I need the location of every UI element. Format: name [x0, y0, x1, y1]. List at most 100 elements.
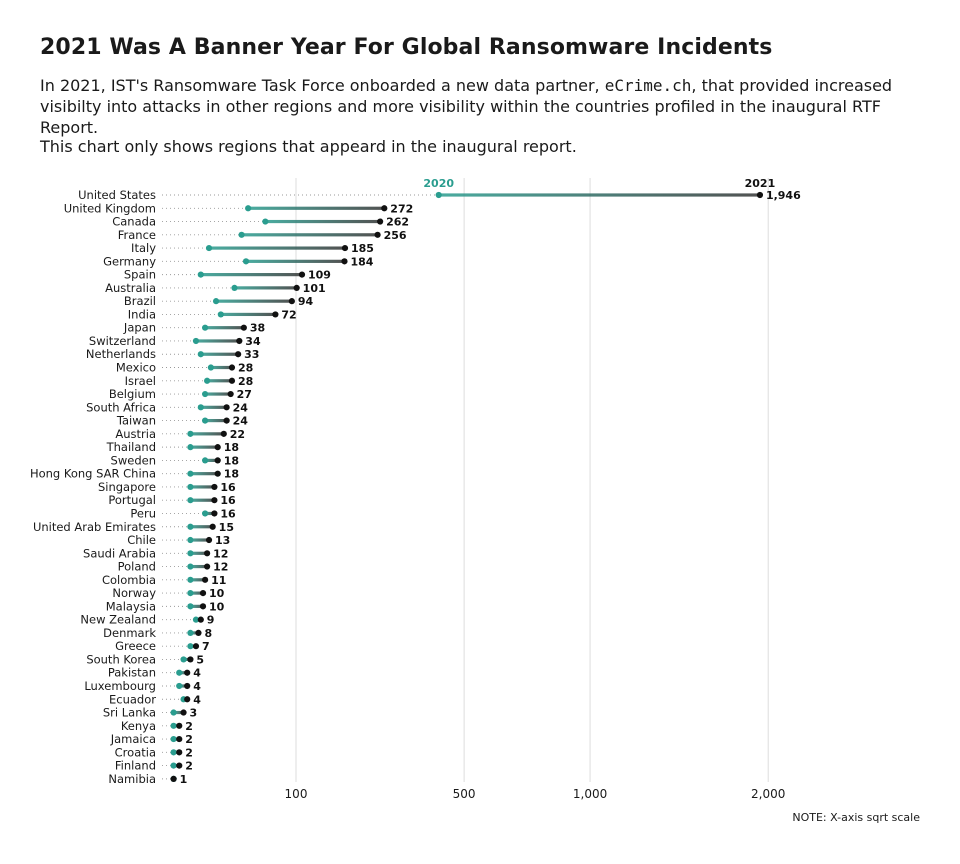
point-2020: [176, 682, 183, 690]
series-label-2020: 2020: [423, 177, 454, 190]
table-row: Belgium 27: [109, 387, 252, 401]
point-2021: [228, 377, 236, 384]
x-axis-ticks: 100 500 1,000 2,000: [285, 787, 786, 801]
point-2021: [377, 218, 384, 225]
change-segment: [265, 219, 381, 224]
data-label: 2: [185, 720, 193, 733]
point-2020: [205, 244, 213, 252]
table-row: Poland 12: [118, 560, 229, 574]
point-2021: [204, 563, 211, 570]
point-2020: [170, 762, 177, 769]
region-label: India: [128, 307, 156, 321]
table-row: Sri Lanka 3: [103, 706, 197, 720]
table-row: Jamaica 2: [110, 732, 193, 746]
change-segment: [205, 458, 218, 462]
region-label: Taiwan: [116, 414, 156, 428]
point-2020: [176, 669, 183, 676]
region-label: Norway: [112, 586, 156, 600]
change-segment: [205, 326, 244, 330]
change-segment: [207, 379, 232, 383]
region-label: Croatia: [115, 745, 156, 759]
data-label: 1: [180, 773, 188, 786]
point-2021: [184, 669, 191, 676]
point-2020: [192, 616, 200, 623]
point-2021: [381, 205, 388, 212]
change-segment: [190, 445, 218, 449]
data-label: 10: [209, 600, 225, 613]
point-2020: [170, 735, 177, 743]
data-label: 2: [185, 746, 193, 759]
table-row: Canada 262: [112, 215, 409, 229]
table-row: Malaysia 10: [106, 599, 225, 613]
region-label: Luxembourg: [84, 679, 156, 693]
point-2021: [211, 483, 218, 491]
change-segment: [210, 365, 232, 370]
change-segment: [190, 538, 210, 542]
point-2020: [197, 271, 204, 278]
point-2020: [187, 590, 194, 597]
data-label: 33: [244, 348, 259, 361]
point-2021: [192, 643, 200, 650]
data-label: 28: [238, 362, 253, 375]
region-label: Kenya: [121, 719, 156, 733]
point-2021: [341, 258, 348, 265]
subtitle-text-before: In 2021, IST's Ransomware Task Force onb…: [40, 76, 605, 95]
point-2021: [240, 324, 247, 331]
data-label: 8: [204, 627, 212, 640]
region-label: Pakistan: [108, 666, 156, 680]
table-row: Saudi Arabia 12: [83, 546, 228, 560]
change-segment: [205, 418, 227, 423]
data-label: 24: [233, 415, 249, 428]
point-2020: [187, 470, 194, 477]
data-label: 256: [384, 229, 407, 242]
point-2021: [170, 775, 177, 782]
change-segment: [220, 312, 276, 317]
point-2021: [756, 191, 764, 199]
point-2021: [176, 749, 183, 756]
subtitle-text-after: , that provided increased visibilty into…: [40, 76, 893, 137]
point-2021: [211, 497, 218, 504]
change-segment: [190, 432, 224, 436]
point-2020: [187, 603, 194, 610]
table-row: Portugal 16: [108, 493, 236, 507]
point-2021: [227, 390, 234, 398]
point-2021: [288, 298, 295, 305]
point-2020: [187, 444, 194, 451]
point-2020: [180, 656, 187, 663]
change-segment: [190, 631, 199, 635]
region-label: Singapore: [98, 480, 156, 494]
table-row: Australia 101: [105, 281, 326, 295]
region-label: Italy: [131, 241, 156, 255]
region-label: Mexico: [116, 361, 156, 375]
region-label: Canada: [112, 215, 156, 229]
data-label: 72: [281, 308, 296, 321]
point-2020: [202, 324, 209, 331]
change-segment: [190, 604, 204, 608]
point-2020: [187, 550, 194, 557]
point-2021: [236, 337, 243, 345]
region-label: Switzerland: [89, 334, 156, 348]
data-label: 10: [209, 587, 225, 600]
point-2020: [262, 218, 269, 225]
table-row: Austria 22: [115, 427, 245, 441]
data-label: 109: [308, 269, 331, 282]
data-label: 18: [224, 454, 239, 467]
region-label: Finland: [115, 759, 156, 773]
subtitle-code: eCrime.ch: [604, 76, 692, 95]
change-segment: [200, 352, 239, 356]
table-row: Brazil 94: [124, 294, 314, 308]
scale-footnote: NOTE: X-axis sqrt scale: [792, 811, 920, 824]
data-label: 16: [220, 494, 236, 507]
change-segment: [205, 392, 231, 396]
point-2021: [235, 351, 242, 358]
point-2020: [202, 390, 209, 398]
point-2020: [217, 311, 224, 318]
point-2021: [199, 603, 207, 610]
point-2021: [176, 735, 183, 743]
data-label: 7: [202, 640, 210, 653]
point-2021: [176, 762, 183, 769]
point-2021: [211, 510, 218, 517]
table-row: South Africa 24: [86, 400, 248, 414]
point-2020: [197, 404, 204, 411]
table-row: Switzerland 34: [89, 334, 261, 348]
